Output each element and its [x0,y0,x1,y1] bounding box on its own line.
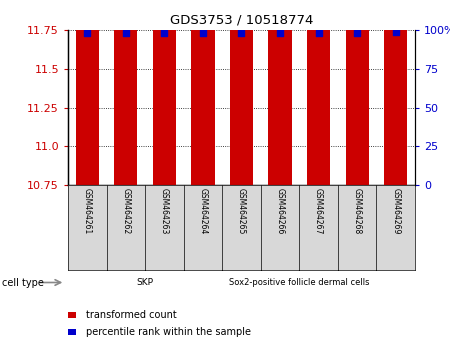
Bar [76,0,99,185]
Point [354,30,361,36]
Text: GSM464266: GSM464266 [275,188,284,234]
Text: GSM464263: GSM464263 [160,188,169,234]
Point [122,30,130,36]
Bar [191,0,215,185]
Bar [230,0,253,185]
Text: percentile rank within the sample: percentile rank within the sample [86,327,251,337]
Text: GSM464264: GSM464264 [198,188,207,234]
Bar [114,0,137,185]
Text: SKP: SKP [137,278,153,287]
Text: GSM464268: GSM464268 [353,188,362,234]
Text: GSM464261: GSM464261 [83,188,92,234]
Bar [307,0,330,185]
Point [238,30,245,36]
Point [199,30,207,36]
Text: GSM464262: GSM464262 [122,188,130,234]
Bar [384,0,407,185]
Bar [346,0,369,185]
Text: GSM464269: GSM464269 [391,188,400,234]
Point [276,30,284,36]
Text: GSM464265: GSM464265 [237,188,246,234]
Point [161,30,168,36]
Bar [153,0,176,185]
Text: GSM464267: GSM464267 [314,188,323,234]
Point [392,29,399,34]
Text: transformed count: transformed count [86,310,177,320]
Point [315,30,322,36]
Point [84,30,91,36]
Text: Sox2-positive follicle dermal cells: Sox2-positive follicle dermal cells [229,278,369,287]
Text: cell type: cell type [2,278,44,287]
Title: GDS3753 / 10518774: GDS3753 / 10518774 [170,13,313,26]
Bar [269,0,292,185]
